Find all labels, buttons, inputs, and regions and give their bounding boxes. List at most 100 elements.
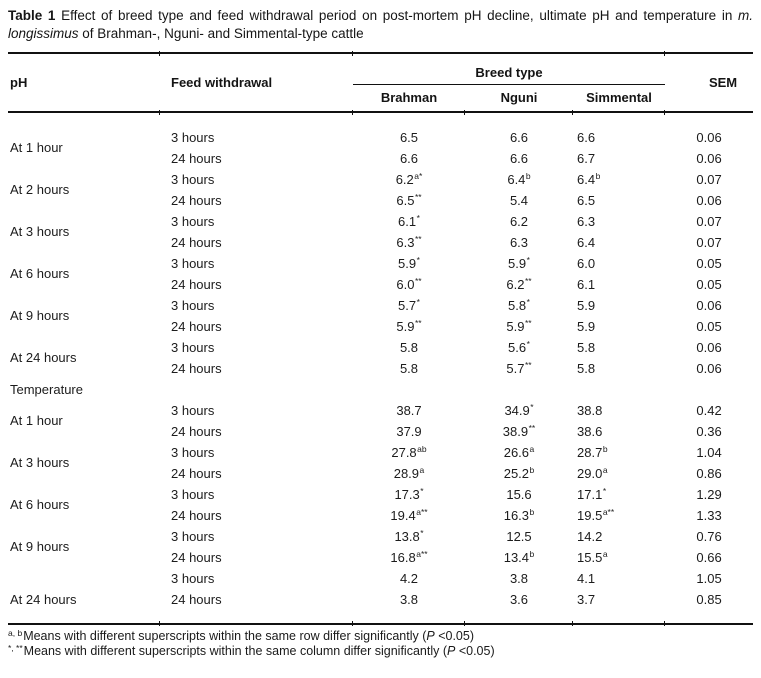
cell-sem-value: 0.07 — [696, 213, 722, 229]
table-title-text-end: of Brahman-, Nguni- and Simmental-type c… — [78, 25, 364, 41]
cell-time-label: At 2 hours — [10, 182, 70, 198]
cell-simmental-value: 5.9 — [577, 318, 596, 334]
cell-time-label: At 3 hours — [10, 455, 70, 471]
cell-sem-value: 0.06 — [664, 108, 753, 148]
cell-sem-value: 0.06 — [696, 297, 722, 313]
cell-brahman-value: 5.8 — [399, 360, 419, 376]
cell-nguni-value: 5.9** — [506, 317, 532, 334]
section-header-row: Temperature — [8, 379, 753, 400]
cell-sem-value: 1.05 — [696, 570, 722, 586]
cell-brahman-value: 3.8 — [352, 589, 465, 626]
cell-brahman-value: 6.1* — [398, 212, 420, 229]
cell-feed-withdrawal: 3 hours — [171, 255, 215, 271]
cell-nguni-value: 25.2b — [503, 464, 535, 481]
cell-simmental-value: 6.0 — [577, 255, 596, 271]
table-row: At 9 hours 3 hours 13.8* 12.5 14.2 0.76 — [8, 526, 753, 555]
cell-sem-value: 0.06 — [696, 150, 722, 166]
table-title-number: Table 1 — [8, 8, 56, 23]
cell-nguni-value: 5.6* — [508, 338, 530, 355]
table-title-text: Effect of breed type and feed withdrawal… — [55, 8, 738, 23]
cell-brahman-value: 37.9 — [396, 423, 422, 439]
superscript-marker: ** — [414, 191, 422, 202]
cell-feed-withdrawal: 3 hours — [171, 171, 215, 187]
table-row: 24 hours 5.8 5.7** 5.8 0.06 — [8, 358, 753, 379]
cell-simmental-value: 6.4b — [577, 170, 601, 187]
superscript-marker: * — [416, 212, 420, 223]
cell-feed-withdrawal: 24 hours — [171, 318, 222, 334]
cell-simmental-value: 6.3 — [577, 213, 596, 229]
table-row: 24 hours 6.0** 6.2** 6.1 0.05 — [8, 274, 753, 295]
footnote-pvalue-symbol-row: P — [426, 628, 435, 643]
cell-simmental-value: 6.4 — [577, 234, 596, 250]
cell-sem-value: 0.05 — [696, 276, 722, 292]
cell-time-label: At 6 hours — [10, 266, 70, 282]
superscript-marker: ** — [414, 275, 422, 286]
cell-brahman-value: 6.0** — [396, 275, 422, 292]
cell-feed-withdrawal: 3 hours — [171, 528, 215, 544]
cell-nguni-value: 34.9* — [504, 401, 534, 418]
table-header: pH Feed withdrawal Breed type SEM Brahma… — [8, 49, 754, 112]
cell-feed-withdrawal: 3 hours — [159, 108, 353, 148]
cell-feed-withdrawal: 3 hours — [171, 213, 215, 229]
table-body: At 1 hour 3 hours 6.5 6.6 6.6 0.06 24 hours 6.6… — [8, 108, 753, 626]
superscript-marker: a* — [414, 170, 423, 181]
cell-simmental-value: 28.7b — [577, 443, 608, 460]
cell-nguni-value: 6.6 — [509, 150, 529, 166]
superscript-marker: * — [526, 254, 530, 265]
cell-brahman-value: 6.5 — [352, 108, 465, 148]
superscript-marker: a — [602, 548, 608, 559]
superscript-marker: * — [526, 338, 530, 349]
table-row: At 1 hour 3 hours 6.5 6.6 6.6 0.06 — [8, 108, 753, 155]
column-header-nguni: Nguni — [500, 90, 538, 106]
cell-nguni-value: 5.7** — [506, 359, 532, 376]
cell-feed-withdrawal: 24 hours — [171, 234, 222, 250]
cell-brahman-value: 13.8* — [394, 527, 424, 544]
table-row: At 2 hours 3 hours 6.2a* 6.4b 6.4b 0.07 — [8, 169, 753, 198]
cell-feed-withdrawal: 24 hours — [171, 150, 222, 166]
cell-sem-value: 0.05 — [696, 318, 722, 334]
cell-brahman-value: 27.8ab — [391, 443, 427, 460]
cell-sem-value: 0.42 — [696, 402, 722, 418]
table-row: 24 hours 19.4a** 16.3b 19.5a** 1.33 — [8, 505, 753, 526]
cell-sem-value: 0.06 — [696, 192, 722, 208]
table-row: 24 hours 16.8a** 13.4b 15.5a 0.66 — [8, 547, 753, 568]
cell-time-label — [8, 568, 160, 589]
cell-feed-withdrawal: 24 hours — [171, 192, 222, 208]
cell-brahman-value: 5.7* — [398, 296, 420, 313]
superscript-marker: * — [416, 296, 420, 307]
cell-nguni-value: 5.9* — [508, 254, 530, 271]
cell-sem-value: 0.85 — [664, 589, 753, 626]
column-header-sem: SEM — [664, 49, 753, 112]
cell-feed-withdrawal: 24 hours — [159, 589, 353, 626]
superscript-marker: ** — [414, 317, 422, 328]
cell-feed-withdrawal: 3 hours — [171, 339, 215, 355]
superscript-marker: * — [420, 527, 424, 538]
cell-brahman-value: 5.9** — [396, 317, 422, 334]
cell-feed-withdrawal: 3 hours — [171, 486, 215, 502]
cell-nguni-value: 5.4 — [509, 192, 529, 208]
cell-feed-withdrawal: 3 hours — [171, 297, 215, 313]
cell-simmental-value: 15.5a — [577, 548, 608, 565]
footnote-column-significance: *, **Means with different superscripts w… — [8, 644, 753, 659]
cell-feed-withdrawal: 24 hours — [171, 507, 222, 523]
cell-nguni-value: 6.2** — [506, 275, 532, 292]
cell-feed-withdrawal: 24 hours — [171, 465, 222, 481]
column-header-feed-withdrawal: Feed withdrawal — [159, 49, 353, 112]
cell-nguni-value: 5.8* — [508, 296, 530, 313]
footnote-marker-row: a, b — [8, 627, 23, 638]
table-row: At 3 hours 3 hours 27.8ab 26.6a 28.7b 1.04 — [8, 442, 753, 471]
cell-nguni-value: 6.6 — [464, 108, 573, 148]
cell-time-label: At 9 hours — [10, 539, 70, 555]
table-row: At 24 hours 3 hours 5.8 5.6* 5.8 0.06 — [8, 337, 753, 366]
table-row: At 3 hours 3 hours 6.1* 6.2 6.3 0.07 — [8, 211, 753, 240]
table-row: At 24 hours 24 hours 3.8 3.6 3.7 0.85 — [8, 589, 753, 626]
cell-brahman-value: 17.3* — [394, 485, 424, 502]
cell-time-label: At 24 hours — [10, 591, 77, 607]
superscript-marker: * — [530, 401, 534, 412]
column-header-breed-type: Breed type — [351, 49, 666, 85]
column-header-simmental: Simmental — [586, 90, 652, 106]
cell-simmental-value: 14.2 — [577, 528, 603, 544]
cell-feed-withdrawal: 24 hours — [171, 549, 222, 565]
superscript-marker: a** — [602, 506, 615, 517]
table-row: 24 hours 6.6 6.6 6.7 0.06 — [8, 148, 753, 169]
